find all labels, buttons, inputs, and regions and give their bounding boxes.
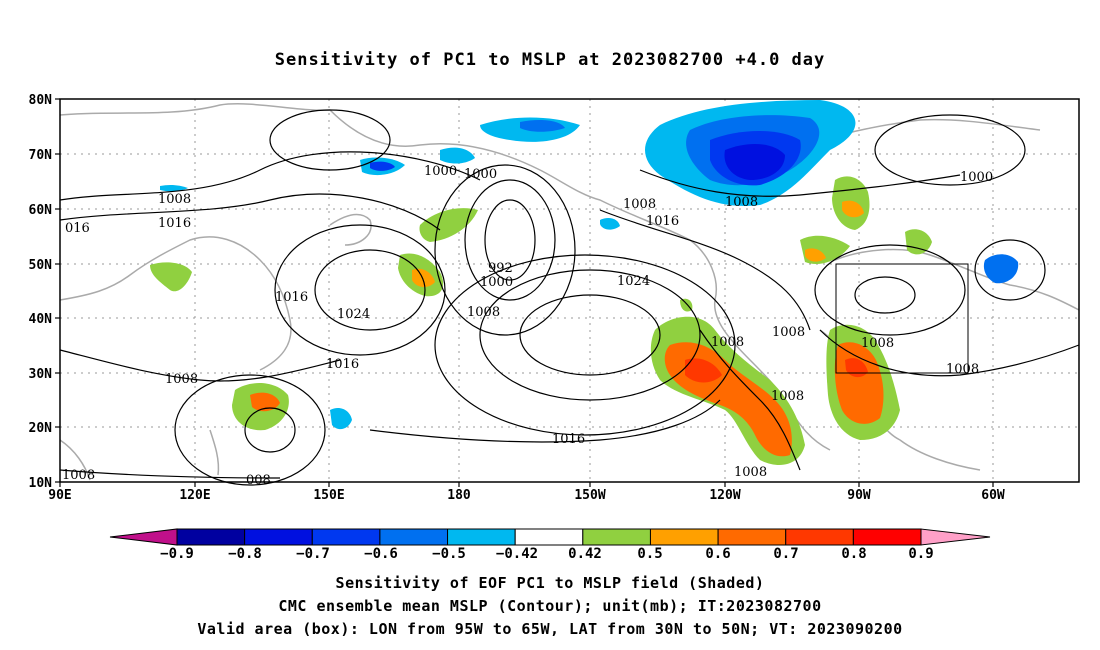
lat-label: 60N bbox=[29, 203, 53, 218]
colorbar-cell bbox=[852, 528, 922, 546]
colorbar-cell bbox=[785, 528, 854, 546]
map-frame bbox=[59, 98, 1080, 483]
colorbar-label: 0.6 bbox=[705, 546, 730, 562]
contour-label: 1016 bbox=[646, 214, 679, 229]
lon-label: 180 bbox=[447, 488, 471, 503]
contour-label: 1008 bbox=[467, 305, 500, 320]
lat-label: 30N bbox=[29, 367, 53, 382]
colorbar-label: −0.6 bbox=[364, 546, 398, 562]
contour-label: 1000 bbox=[960, 170, 993, 185]
colorbar-cell bbox=[582, 528, 651, 546]
contour-label: 1008 bbox=[165, 372, 198, 387]
contour-label: 1008 bbox=[711, 335, 744, 350]
contour-label: 1008 bbox=[861, 336, 894, 351]
colorbar-label: 0.7 bbox=[773, 546, 798, 562]
contour-label: 1024 bbox=[617, 274, 650, 289]
colorbar-left-arrow bbox=[109, 528, 178, 546]
lat-label: 20N bbox=[29, 421, 53, 436]
lat-label: 10N bbox=[29, 476, 53, 491]
contour-label: 1000 bbox=[424, 164, 457, 179]
contour-label: 016 bbox=[65, 221, 90, 236]
colorbar-cell bbox=[447, 528, 516, 546]
contour-labels: 1000 1000 1008 1008 1008 016 1016 1016 1… bbox=[62, 164, 993, 488]
colorbar-label: −0.7 bbox=[296, 546, 330, 562]
contour-label: 1008 bbox=[946, 362, 979, 377]
contour-label: 008 bbox=[246, 473, 271, 488]
colorbar-cell bbox=[379, 528, 449, 546]
colorbar-label: −0.8 bbox=[228, 546, 262, 562]
contour-label: 1016 bbox=[275, 290, 308, 305]
colorbar-label: −0.42 bbox=[496, 546, 538, 562]
colorbar-cell bbox=[311, 528, 381, 546]
footer-line-1: Sensitivity of EOF PC1 to MSLP field (Sh… bbox=[335, 574, 765, 592]
colorbar-label: −0.9 bbox=[160, 546, 194, 562]
contour-label: 1000 bbox=[480, 275, 513, 290]
contour-label: 1008 bbox=[62, 468, 95, 483]
colorbar-label: 0.42 bbox=[568, 546, 602, 562]
contour-label: 1008 bbox=[623, 197, 656, 212]
lat-label: 70N bbox=[29, 148, 53, 163]
footer-line-2: CMC ensemble mean MSLP (Contour); unit(m… bbox=[278, 597, 822, 615]
lat-label: 80N bbox=[29, 93, 53, 108]
lon-label: 120W bbox=[709, 488, 740, 503]
mslp-contours bbox=[59, 109, 1080, 486]
contour-label: 1008 bbox=[734, 465, 767, 480]
contour-label: 1000 bbox=[464, 167, 497, 182]
valid-area-box bbox=[835, 263, 969, 374]
lon-label: 90E bbox=[48, 488, 71, 503]
lat-label: 50N bbox=[29, 258, 53, 273]
contour-label: 1024 bbox=[337, 307, 370, 322]
footer-line-3: Valid area (box): LON from 95W to 65W, L… bbox=[197, 620, 903, 638]
contour-label: 1008 bbox=[771, 389, 804, 404]
contour-label: 1016 bbox=[158, 216, 191, 231]
colorbar-cell bbox=[717, 528, 787, 546]
lat-labels: 80N 70N 60N 50N 40N 30N 20N 10N bbox=[29, 93, 53, 491]
colorbar-label: 0.8 bbox=[841, 546, 866, 562]
lon-label: 150W bbox=[574, 488, 605, 503]
colorbar-cell bbox=[244, 528, 313, 546]
colorbar-label: −0.5 bbox=[432, 546, 466, 562]
contour-label: 1016 bbox=[326, 357, 359, 372]
colorbar-cell bbox=[176, 528, 246, 546]
lon-label: 150E bbox=[313, 488, 344, 503]
colorbar-label: 0.9 bbox=[908, 546, 933, 562]
contour-label: 1008 bbox=[725, 195, 758, 210]
contour-label: 1008 bbox=[772, 325, 805, 340]
lon-label: 60W bbox=[981, 488, 1005, 503]
colorbar-cell bbox=[649, 528, 719, 546]
colorbar-right-arrow bbox=[920, 528, 991, 546]
axis-ticks bbox=[55, 98, 994, 487]
map-area bbox=[60, 99, 1079, 482]
colorbar-label: 0.5 bbox=[637, 546, 662, 562]
contour-label: 1008 bbox=[158, 192, 191, 207]
lon-label: 90W bbox=[847, 488, 871, 503]
sensitivity-shading bbox=[150, 100, 1019, 465]
colorbar: −0.9 −0.8 −0.7 −0.6 −0.5 −0.42 0.42 0.5 … bbox=[109, 528, 991, 562]
lon-label: 120E bbox=[179, 488, 210, 503]
contour-label: 1016 bbox=[552, 432, 585, 447]
lat-label: 40N bbox=[29, 312, 53, 327]
contour-label: 992 bbox=[488, 261, 513, 276]
colorbar-cell bbox=[514, 528, 584, 546]
lon-labels: 90E 120E 150E 180 150W 120W 90W 60W bbox=[48, 488, 1005, 503]
chart-title: Sensitivity of PC1 to MSLP at 2023082700… bbox=[274, 50, 826, 70]
